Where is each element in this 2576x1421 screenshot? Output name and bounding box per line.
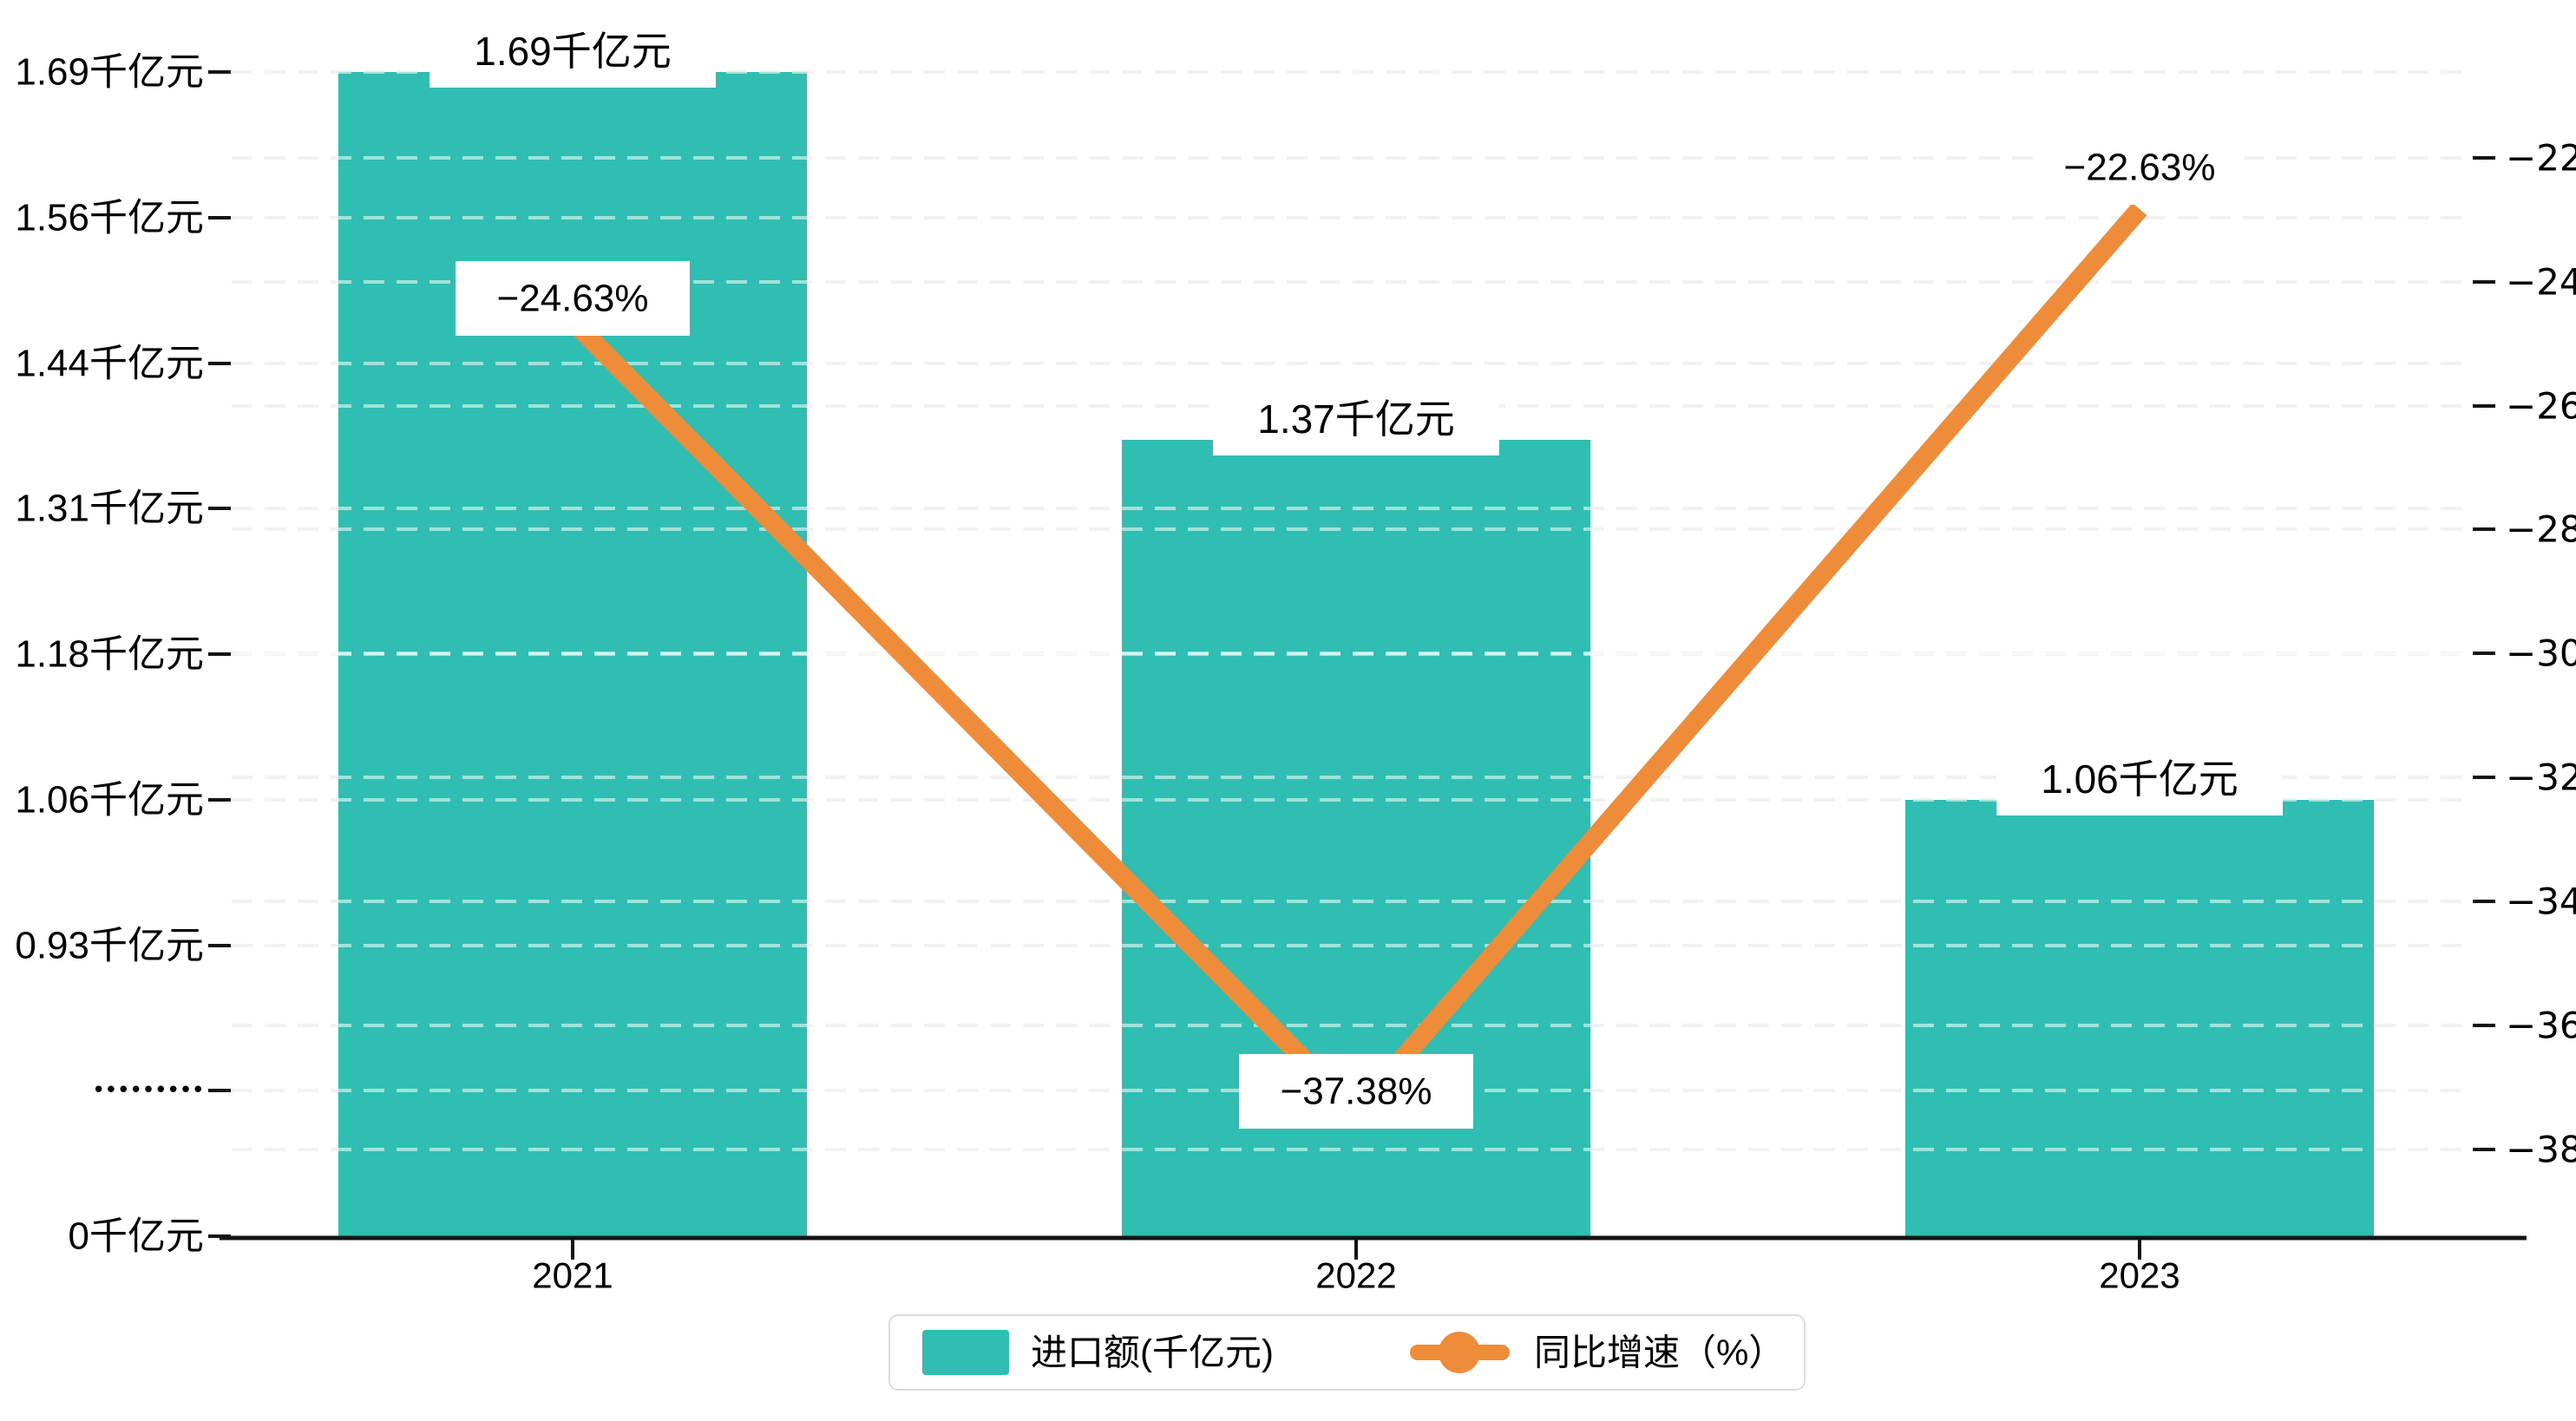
left-tick-0: 0千亿元 <box>69 1215 204 1258</box>
right-axis-ticks <box>2473 156 2495 1151</box>
left-tick-1.44: 1.44千亿元 <box>15 343 204 385</box>
bar-label-box-2022 <box>1213 383 1499 455</box>
line-value-labels: −24.63% −37.38% −22.63% <box>456 130 2244 1129</box>
legend-label-import-value: 进口额(千亿元) <box>1031 1333 1274 1373</box>
pct-label-box-2023 <box>2035 130 2244 205</box>
pct-label-2022: −37.38% <box>1281 1071 1432 1113</box>
pct-label-2023: −22.63% <box>2064 147 2216 189</box>
right-tick--28: −28 <box>2506 508 2576 551</box>
pct-label-box-2022 <box>1239 1054 1473 1129</box>
legend-box <box>888 1314 1806 1391</box>
right-tick--38: −38 <box>2506 1129 2576 1171</box>
x-axis-labels: 2021 2022 2023 <box>532 1255 2179 1296</box>
line-dot-icon <box>1439 1332 1480 1373</box>
right-axis-labels: −22 −24 −26 −28 −30 −32 −34 −36 −38 <box>2506 137 2576 1171</box>
x-label-2023: 2023 <box>2099 1255 2179 1296</box>
right-tick--36: −36 <box>2506 1005 2576 1047</box>
left-tick-0.93: 0.93千亿元 <box>15 925 204 967</box>
bar-2023[interactable] <box>1905 800 2374 1236</box>
right-tick--34: −34 <box>2506 881 2576 923</box>
right-tick--24: −24 <box>2506 261 2576 304</box>
left-axis-ticks <box>208 70 231 1238</box>
legend-item-growth-rate[interactable]: 同比增速（%） <box>1410 1332 1785 1373</box>
left-tick-1.31: 1.31千亿元 <box>15 488 204 530</box>
bar-label-2022: 1.37千亿元 <box>1257 396 1455 442</box>
bar-value-labels: 1.69千亿元 1.37千亿元 1.06千亿元 <box>429 15 2283 815</box>
right-tick--30: −30 <box>2506 632 2576 675</box>
legend-label-growth-rate: 同比增速（%） <box>1534 1333 1785 1373</box>
bar-label-2021: 1.69千亿元 <box>474 29 672 74</box>
legend: 进口额(千亿元) 同比增速（%） <box>888 1314 1806 1391</box>
left-tick-1.06: 1.06千亿元 <box>15 779 204 822</box>
bar-swatch-icon <box>922 1330 1009 1375</box>
axis-break-dots: ••••••••• <box>92 1077 204 1103</box>
left-axis-labels: 1.69千亿元 1.56千亿元 1.44千亿元 1.31千亿元 1.18千亿元 … <box>15 51 205 1258</box>
bar-label-box-2023 <box>1996 743 2283 815</box>
left-tick-1.69: 1.69千亿元 <box>15 51 204 94</box>
right-tick--26: −26 <box>2506 385 2576 428</box>
x-axis-ticks <box>571 1238 2141 1260</box>
left-tick-1.18: 1.18千亿元 <box>15 633 204 676</box>
legend-item-import-value[interactable]: 进口额(千亿元) <box>922 1330 1274 1375</box>
pct-label-2021: −24.63% <box>497 278 649 320</box>
right-tick--22: −22 <box>2506 137 2576 180</box>
bar-label-box-2021 <box>429 15 716 88</box>
right-tick--32: −32 <box>2506 756 2576 799</box>
bar-label-2023: 1.06千亿元 <box>2041 756 2238 802</box>
x-label-2022: 2022 <box>1315 1255 1396 1296</box>
left-tick-1.56: 1.56千亿元 <box>15 197 204 239</box>
pct-label-box-2021 <box>456 261 690 336</box>
x-label-2021: 2021 <box>532 1255 613 1296</box>
